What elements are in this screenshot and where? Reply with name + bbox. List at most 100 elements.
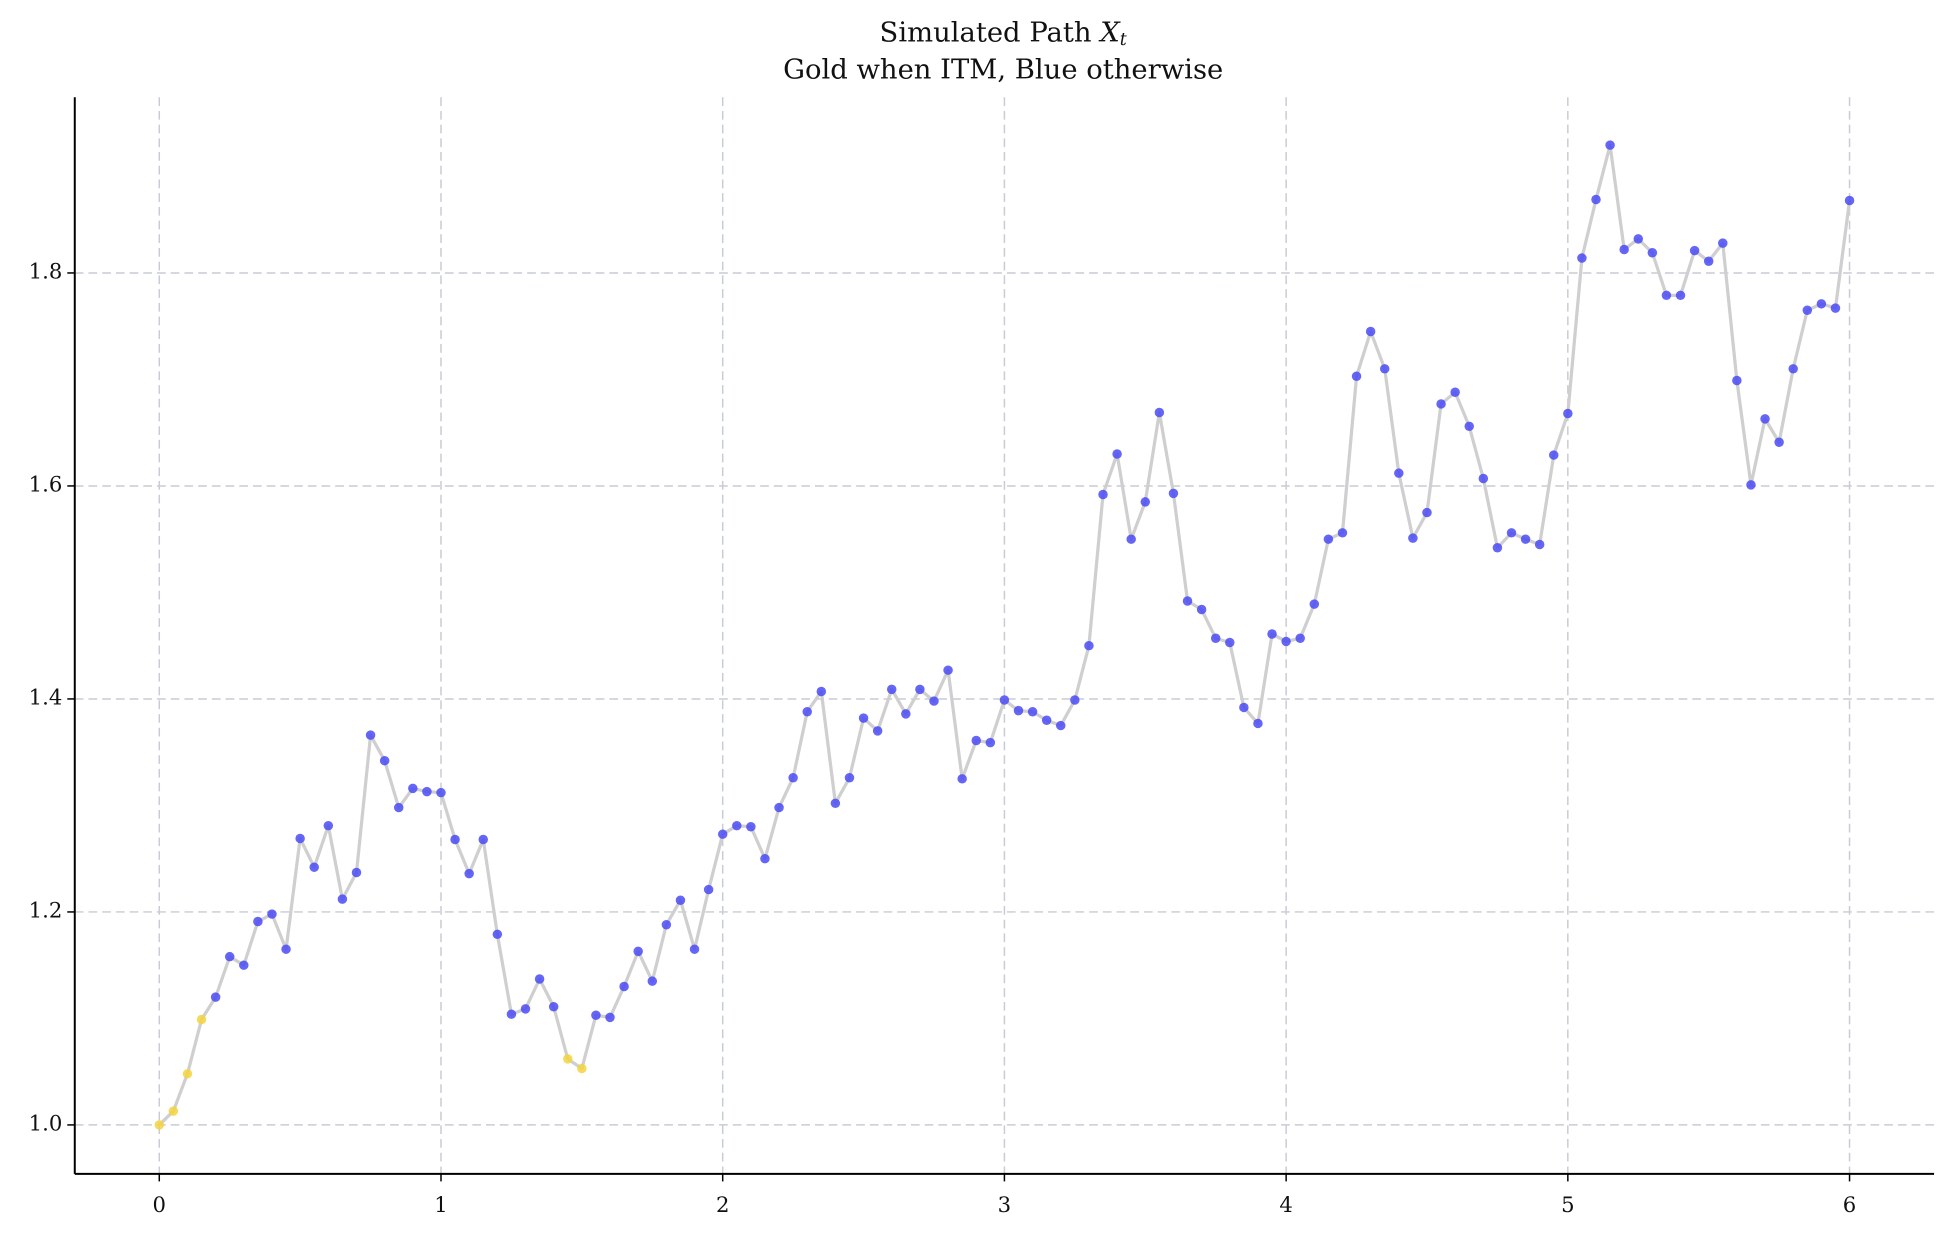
x-tick-label: 0 [153,1192,166,1217]
point [1661,290,1672,301]
point [971,735,981,746]
point [1337,528,1348,538]
point [436,787,446,798]
point [675,895,686,905]
point [1464,421,1474,432]
point [1436,399,1446,409]
point [1591,194,1601,205]
point [858,713,869,723]
plot-area [154,140,1855,1130]
point [985,737,996,748]
y-tick-label: 1.2 [29,897,63,922]
point [563,1054,573,1064]
point [1084,640,1094,651]
point [1013,705,1024,716]
point [196,1014,207,1025]
x-tick-label: 4 [1279,1192,1292,1217]
point [1478,473,1489,484]
point [957,774,967,784]
title-symbol: X [1098,17,1121,48]
point [1379,364,1390,374]
point [1647,247,1658,258]
point [1281,636,1291,647]
point [703,884,714,895]
point [605,1012,615,1023]
point [1225,637,1235,648]
point [351,867,362,878]
point [886,684,897,695]
point [239,960,249,970]
point [1605,140,1615,150]
point [1056,720,1066,731]
x-tick-label: 1 [434,1192,447,1217]
point [1746,480,1756,490]
point [154,1120,165,1130]
point [1450,387,1460,397]
x-tick-label: 5 [1561,1192,1574,1217]
point [1422,507,1432,518]
point [182,1069,193,1079]
point [1788,364,1798,374]
point [1098,489,1108,500]
point [901,709,911,719]
point [365,730,376,740]
point [1774,437,1784,448]
point [1070,695,1080,705]
point [774,802,784,813]
point [281,944,291,954]
point [830,798,841,809]
point [844,773,855,783]
point [1351,371,1362,381]
point [1168,488,1179,499]
point [548,1001,559,1012]
point [1140,497,1151,507]
y-tick-label: 1.4 [29,684,63,709]
ticks: 0 1 2 3 4 5 6 1.0 1.2 1.4 1.6 1.8 [29,258,1857,1216]
point [210,992,221,1002]
point [1619,244,1629,255]
grid [74,97,1935,1174]
point [1844,195,1855,206]
point [1196,604,1207,615]
point [1027,706,1038,717]
point [1802,305,1813,315]
point [802,706,812,717]
point [520,1004,531,1014]
point [478,834,488,845]
point [943,665,953,675]
point [506,1009,517,1019]
x-tick-label: 6 [1843,1192,1856,1217]
point [1577,253,1587,263]
point [1718,238,1728,248]
point [295,833,305,844]
point [422,786,432,797]
point [647,976,658,986]
point [1703,256,1714,266]
point [591,1010,601,1020]
point [999,695,1010,705]
point [788,773,798,783]
point [1675,290,1686,301]
point [168,1106,179,1116]
point [1154,407,1165,418]
point [1492,542,1503,553]
point [1520,534,1531,544]
point [1760,414,1770,424]
x-tick-label: 3 [998,1192,1011,1217]
point [337,894,348,904]
point [1239,702,1249,713]
point [394,802,404,813]
point [1126,534,1136,544]
point [633,946,643,957]
y-tick-label: 1.8 [29,258,63,283]
point [408,783,418,794]
point [915,684,925,695]
point [1563,408,1573,419]
point [1295,633,1305,643]
y-tick-label: 1.6 [29,471,63,496]
point [689,944,700,954]
point [1112,449,1122,459]
point [450,834,460,845]
x-tick-label: 2 [716,1192,729,1217]
